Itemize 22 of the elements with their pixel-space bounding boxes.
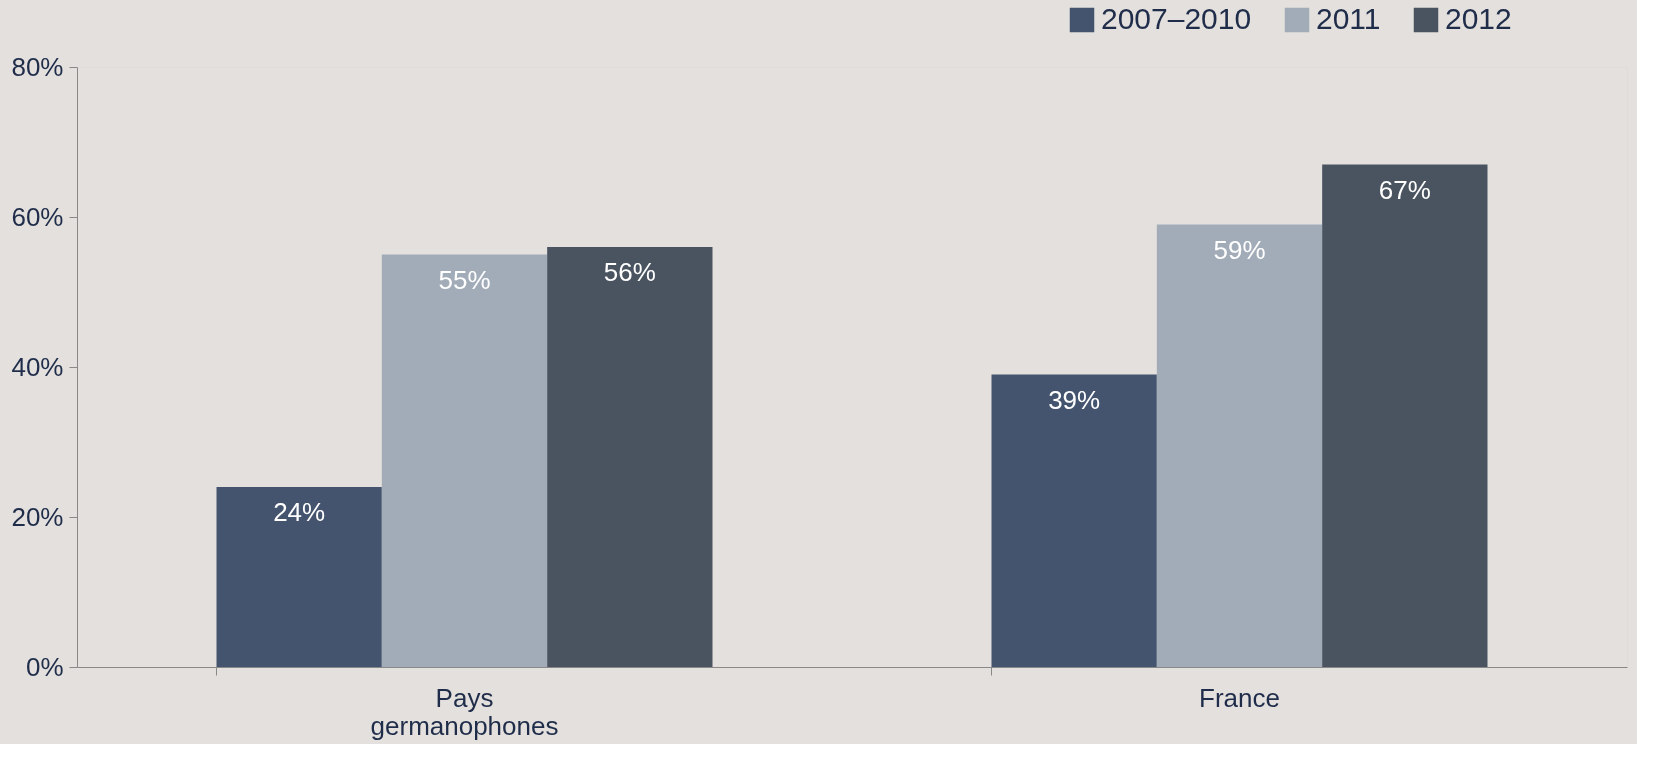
bar [216, 487, 382, 667]
bar [381, 254, 548, 667]
data-label: 39% [1048, 384, 1101, 415]
data-label: 24% [273, 497, 326, 527]
y-tick-label: 60% [11, 201, 64, 232]
data-label: 55% [438, 264, 491, 295]
y-tick-label: 20% [11, 501, 64, 532]
bar [1156, 224, 1323, 667]
legend-label: 2007–2010 [1101, 2, 1252, 35]
legend-label: 2011 [1316, 2, 1381, 35]
data-label: 67% [1378, 174, 1431, 205]
y-tick-label: 0% [25, 651, 64, 682]
bar [991, 374, 1157, 667]
y-tick-label: 80% [11, 51, 64, 82]
bar [547, 247, 713, 667]
y-tick-label: 40% [11, 351, 64, 382]
legend-label: 2012 [1445, 2, 1512, 35]
data-label: 59% [1213, 234, 1266, 265]
bar [1322, 164, 1488, 667]
x-tick-label: France [1199, 682, 1280, 713]
data-label: 56% [603, 257, 656, 287]
x-tick-label: Pays germanophones [370, 682, 559, 741]
